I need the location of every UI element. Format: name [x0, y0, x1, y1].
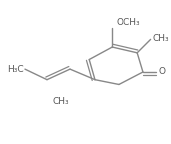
Text: CH₃: CH₃ — [52, 97, 69, 106]
Text: O: O — [158, 68, 165, 76]
Text: CH₃: CH₃ — [153, 34, 169, 43]
Text: H₃C: H₃C — [7, 65, 24, 74]
Text: OCH₃: OCH₃ — [116, 18, 140, 27]
